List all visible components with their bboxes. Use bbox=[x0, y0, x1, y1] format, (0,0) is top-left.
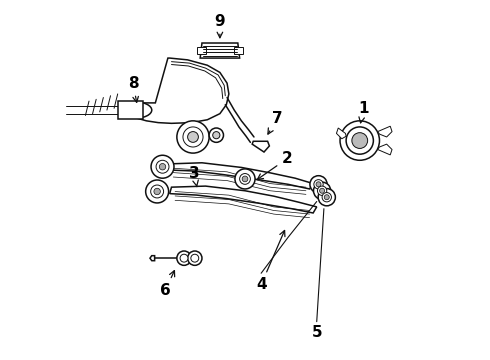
Circle shape bbox=[151, 185, 164, 198]
Circle shape bbox=[235, 169, 255, 189]
Polygon shape bbox=[337, 128, 346, 139]
Circle shape bbox=[240, 174, 250, 184]
Circle shape bbox=[316, 182, 321, 187]
Circle shape bbox=[151, 155, 174, 178]
Text: 3: 3 bbox=[189, 166, 199, 186]
Text: 8: 8 bbox=[128, 76, 139, 102]
Polygon shape bbox=[168, 163, 313, 189]
Circle shape bbox=[324, 195, 329, 200]
Polygon shape bbox=[118, 101, 143, 119]
Circle shape bbox=[209, 128, 223, 142]
Circle shape bbox=[191, 254, 199, 262]
Circle shape bbox=[314, 182, 331, 199]
Circle shape bbox=[180, 254, 188, 262]
Circle shape bbox=[177, 251, 191, 265]
Circle shape bbox=[318, 189, 335, 206]
Text: 9: 9 bbox=[215, 14, 225, 38]
Circle shape bbox=[183, 127, 203, 147]
Polygon shape bbox=[128, 58, 229, 123]
Polygon shape bbox=[170, 186, 317, 213]
Circle shape bbox=[156, 160, 169, 173]
Text: 7: 7 bbox=[268, 111, 283, 134]
Circle shape bbox=[188, 251, 202, 265]
Circle shape bbox=[177, 121, 209, 153]
Circle shape bbox=[322, 193, 331, 202]
Polygon shape bbox=[234, 46, 243, 54]
Text: 6: 6 bbox=[160, 271, 174, 298]
Text: 1: 1 bbox=[358, 102, 368, 123]
Polygon shape bbox=[252, 141, 270, 152]
Circle shape bbox=[213, 132, 220, 139]
Circle shape bbox=[318, 186, 327, 195]
Circle shape bbox=[319, 188, 324, 193]
Circle shape bbox=[242, 176, 248, 182]
Circle shape bbox=[310, 176, 327, 193]
Text: 5: 5 bbox=[312, 325, 322, 340]
Circle shape bbox=[314, 180, 323, 189]
Polygon shape bbox=[196, 46, 205, 54]
Polygon shape bbox=[200, 43, 240, 58]
Polygon shape bbox=[378, 126, 392, 137]
Polygon shape bbox=[378, 144, 392, 155]
Circle shape bbox=[188, 132, 198, 142]
Text: 2: 2 bbox=[257, 151, 293, 179]
Text: 4: 4 bbox=[256, 230, 285, 292]
Circle shape bbox=[146, 180, 169, 203]
Ellipse shape bbox=[120, 102, 152, 118]
Circle shape bbox=[346, 127, 373, 154]
Circle shape bbox=[340, 121, 379, 160]
Polygon shape bbox=[150, 256, 155, 261]
Circle shape bbox=[352, 133, 368, 148]
Circle shape bbox=[154, 188, 160, 195]
Circle shape bbox=[159, 163, 166, 170]
